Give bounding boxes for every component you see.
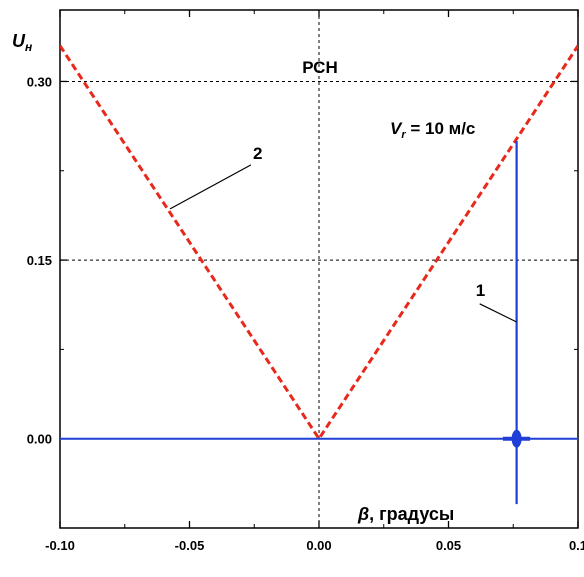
y-axis-label-main: U xyxy=(12,31,26,51)
leader-2 xyxy=(169,164,252,210)
x-tick-label: 0.00 xyxy=(306,538,331,553)
x-tick-label: 0.05 xyxy=(436,538,461,553)
grid xyxy=(60,10,578,528)
x-tick-label: -0.10 xyxy=(45,538,75,553)
y-axis-label-sub: н xyxy=(25,40,33,54)
series-layer xyxy=(60,44,578,505)
vr-label-rest: = 10 м/с xyxy=(406,119,476,138)
labels-layer: 2 1 РСН Vr = 10 м/с Uн β, градусы xyxy=(12,31,517,524)
series-2-line xyxy=(60,44,578,442)
y-tick-label: 0.00 xyxy=(27,432,52,447)
annotation-2: 2 xyxy=(253,144,262,163)
series-1-spike-core xyxy=(511,429,522,448)
y-tick-label: 0.15 xyxy=(27,253,52,268)
vr-label: Vr = 10 м/с xyxy=(390,119,475,141)
x-axis-label-symbol: β xyxy=(357,504,369,524)
x-axis-label: β, градусы xyxy=(357,504,454,524)
vr-label-main: V xyxy=(390,119,403,138)
y-tick-label: 0.30 xyxy=(27,74,52,89)
x-axis-label-unit: , градусы xyxy=(369,504,454,524)
panel-label: РСН xyxy=(302,58,337,77)
leader-1 xyxy=(479,303,517,323)
x-tick-label: -0.05 xyxy=(175,538,205,553)
vr-label-sub: r xyxy=(401,129,406,141)
x-tick-label: 0.1 xyxy=(569,538,584,553)
annotation-1: 1 xyxy=(476,281,485,300)
axis-ticks: -0.10 -0.05 0.00 0.05 0.1 0.00 0.15 0.30 xyxy=(27,10,584,553)
y-axis-label: Uн xyxy=(12,31,33,54)
